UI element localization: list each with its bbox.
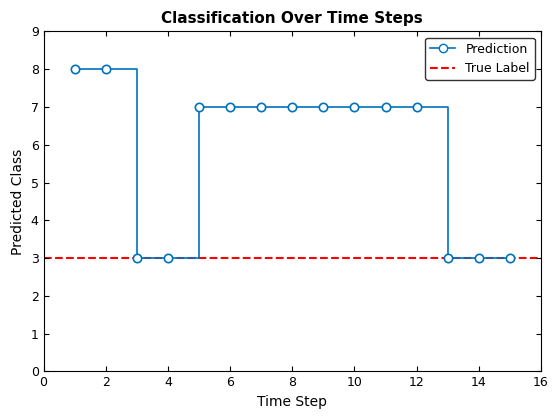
- Title: Classification Over Time Steps: Classification Over Time Steps: [161, 11, 423, 26]
- Prediction: [351, 105, 358, 110]
- Prediction: [320, 105, 326, 110]
- Y-axis label: Predicted Class: Predicted Class: [11, 148, 25, 255]
- Prediction: [133, 256, 140, 261]
- Prediction: [445, 256, 451, 261]
- Prediction: [71, 67, 78, 72]
- Prediction: [507, 256, 514, 261]
- Prediction: [195, 105, 202, 110]
- X-axis label: Time Step: Time Step: [257, 395, 327, 409]
- Prediction: [227, 105, 234, 110]
- Prediction: [289, 105, 296, 110]
- Prediction: [475, 256, 482, 261]
- Prediction: [413, 105, 420, 110]
- Prediction: [102, 67, 109, 72]
- Line: Prediction: Prediction: [71, 65, 514, 262]
- Prediction: [258, 105, 264, 110]
- Prediction: [382, 105, 389, 110]
- Legend: Prediction, True Label: Prediction, True Label: [425, 38, 535, 80]
- Prediction: [165, 256, 171, 261]
